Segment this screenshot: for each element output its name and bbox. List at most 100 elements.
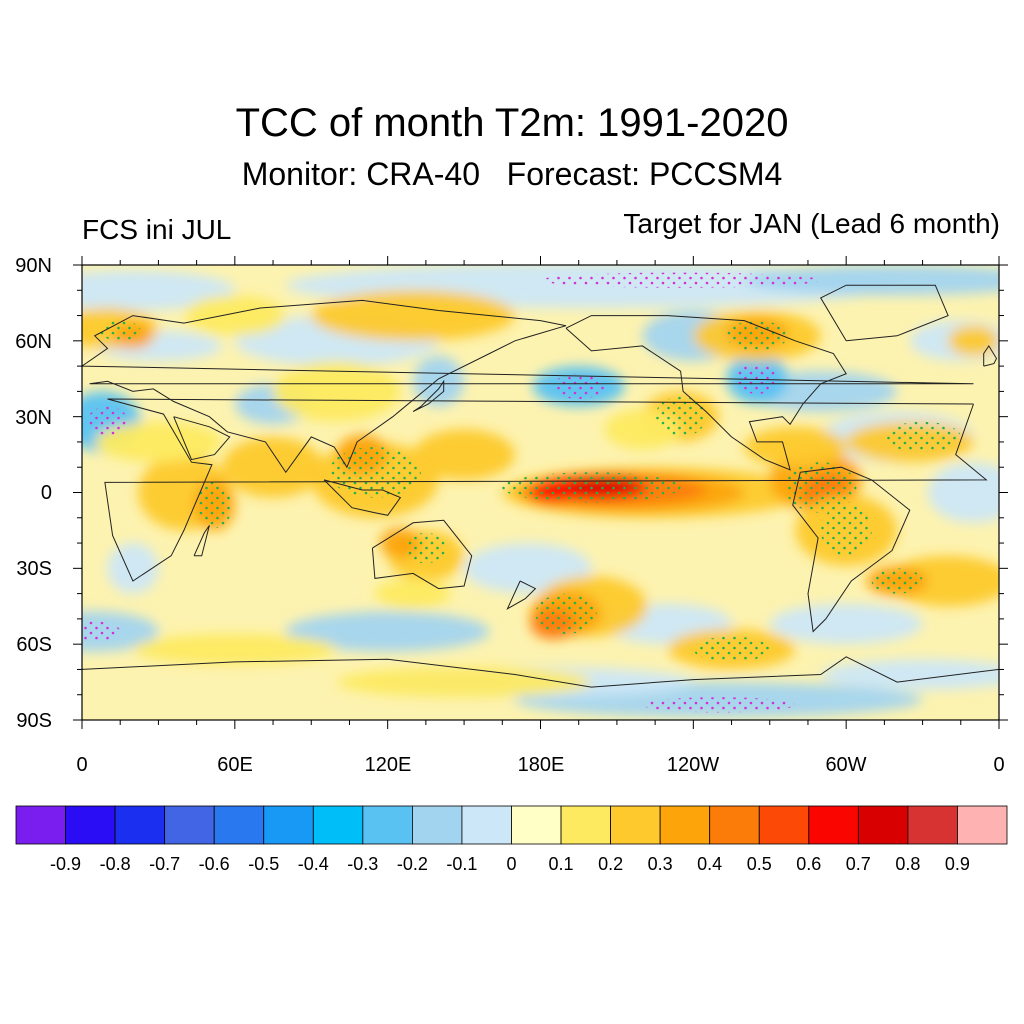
lat-label: 60N bbox=[15, 331, 52, 353]
coastline bbox=[792, 466, 911, 633]
colorbar-label: 0.9 bbox=[945, 854, 970, 874]
lat-label: 0 bbox=[41, 482, 52, 504]
colorbar-swatch bbox=[164, 805, 215, 845]
coastline bbox=[323, 479, 402, 516]
colorbar-swatch bbox=[709, 805, 760, 845]
coastline bbox=[506, 580, 537, 610]
tcc-field bbox=[82, 265, 999, 720]
target-month-label: Target for JAN (Lead 6 month) bbox=[623, 208, 1000, 239]
field-blob bbox=[132, 634, 337, 665]
colorbar-swatch bbox=[312, 805, 364, 845]
colorbar-label: -0.6 bbox=[199, 854, 230, 874]
colorbar-label: -0.3 bbox=[347, 854, 378, 874]
colorbar-swatch bbox=[659, 805, 711, 845]
latitude-labels: 90N 60N 30N 0 30S 60S 90S bbox=[15, 255, 52, 732]
stipple-region bbox=[820, 505, 872, 556]
colorbar-label: -0.1 bbox=[446, 854, 477, 874]
colorbar-swatch bbox=[362, 805, 413, 845]
field-blob bbox=[744, 265, 999, 296]
stipple-region bbox=[196, 482, 233, 528]
lat-label: 90N bbox=[15, 255, 52, 277]
colorbar-swatch bbox=[511, 805, 562, 845]
colorbar-swatch bbox=[907, 805, 958, 845]
stipple-region-negative bbox=[553, 373, 605, 399]
coastline bbox=[173, 416, 231, 461]
stipple-region bbox=[329, 447, 421, 498]
colorbar-swatch bbox=[857, 805, 909, 845]
coastline bbox=[193, 525, 210, 557]
stipple-region bbox=[726, 320, 788, 351]
significance-stippling bbox=[82, 272, 961, 713]
longitude-labels: 0 60E 120E 180E 120W 60W 0 bbox=[76, 754, 1004, 776]
colorbar-label: 0.3 bbox=[648, 854, 673, 874]
coastline bbox=[565, 315, 847, 471]
colorbar-label: 0.8 bbox=[895, 854, 920, 874]
colorbar-label: 0.2 bbox=[598, 854, 623, 874]
field-blob bbox=[413, 356, 465, 407]
stipple-region bbox=[502, 472, 681, 503]
lat-label: 30N bbox=[15, 407, 52, 429]
colorbar-label: 0 bbox=[506, 854, 516, 874]
colorbar-label: 0.5 bbox=[747, 854, 772, 874]
coastline bbox=[82, 656, 999, 688]
lon-label: 0 bbox=[76, 754, 87, 776]
init-month-label: FCS ini JUL bbox=[82, 214, 232, 245]
colorbar-label: 0.7 bbox=[846, 854, 871, 874]
colorbar-swatch bbox=[411, 805, 463, 845]
lon-label: 120E bbox=[365, 754, 412, 776]
axis-ticks bbox=[73, 256, 1008, 729]
field-blob bbox=[82, 270, 235, 311]
colorbar-swatch bbox=[114, 805, 166, 845]
stipple-region bbox=[693, 636, 770, 662]
colorbar-swatch bbox=[15, 805, 66, 845]
colorbar-label: -0.7 bbox=[149, 854, 180, 874]
stipple-region bbox=[884, 421, 961, 453]
lat-label: 30S bbox=[16, 558, 52, 580]
field-blob bbox=[744, 426, 847, 468]
stipple-region bbox=[99, 320, 141, 341]
colorbar-label: 0.4 bbox=[697, 854, 722, 874]
colorbar-swatch bbox=[461, 805, 512, 845]
field-blob bbox=[927, 462, 999, 523]
field-blob bbox=[336, 666, 592, 698]
colorbar-label: 0.1 bbox=[548, 854, 573, 874]
stipple-region bbox=[785, 462, 857, 513]
colorbar-swatch bbox=[758, 805, 810, 845]
stipple-region-negative bbox=[540, 272, 821, 288]
field-blob bbox=[94, 421, 223, 463]
field-blob bbox=[374, 578, 452, 609]
coastline bbox=[412, 379, 445, 413]
field-blob bbox=[107, 543, 159, 594]
stipple-region-negative bbox=[642, 697, 796, 713]
stipple-region-negative bbox=[87, 406, 128, 437]
stipple-region bbox=[535, 593, 597, 634]
lat-label: 60S bbox=[16, 634, 52, 656]
coastlines bbox=[82, 284, 999, 688]
field-blob bbox=[311, 290, 515, 341]
coastline bbox=[983, 344, 998, 367]
colorbar-label: -0.8 bbox=[100, 854, 131, 874]
stipple-region bbox=[655, 396, 707, 437]
colorbar-swatch bbox=[957, 805, 1008, 845]
map-title: TCC of month T2m: 1991-2020 bbox=[235, 101, 789, 145]
lon-label: 120W bbox=[667, 754, 719, 776]
field-blob bbox=[183, 295, 286, 336]
lon-label: 0 bbox=[993, 754, 1004, 776]
colorbar-label: -0.5 bbox=[248, 854, 279, 874]
lat-label: 90S bbox=[16, 710, 52, 732]
colorbar-label: -0.4 bbox=[298, 854, 329, 874]
colorbar bbox=[15, 805, 1008, 845]
colorbar-swatch bbox=[65, 805, 116, 845]
map-subtitle: Monitor: CRA-40 Forecast: PCCSM4 bbox=[241, 156, 783, 192]
lon-label: 60W bbox=[825, 754, 866, 776]
colorbar-labels: -0.9 -0.8 -0.7 -0.6 -0.5 -0.4 -0.3 -0.2 -0.1 0 0.1… bbox=[50, 854, 970, 874]
field-blob bbox=[285, 611, 490, 652]
coastline bbox=[371, 519, 473, 590]
lon-label: 180E bbox=[518, 754, 565, 776]
colorbar-label: -0.2 bbox=[397, 854, 428, 874]
colorbar-swatch bbox=[263, 805, 314, 845]
colorbar-label: 0.6 bbox=[796, 854, 821, 874]
field-blob bbox=[769, 603, 923, 645]
stipple-region-negative bbox=[736, 363, 778, 394]
field-blob bbox=[222, 436, 324, 498]
